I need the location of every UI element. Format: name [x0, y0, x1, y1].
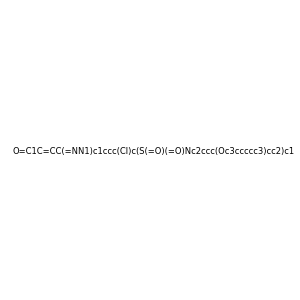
Text: O=C1C=CC(=NN1)c1ccc(Cl)c(S(=O)(=O)Nc2ccc(Oc3ccccc3)cc2)c1: O=C1C=CC(=NN1)c1ccc(Cl)c(S(=O)(=O)Nc2ccc…	[13, 147, 295, 156]
